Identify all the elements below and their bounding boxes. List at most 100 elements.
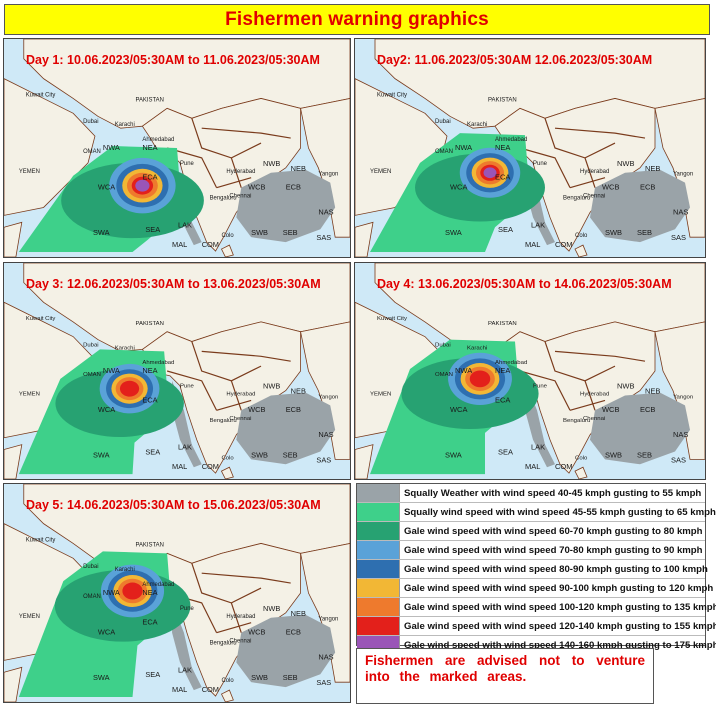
map-label-eca: ECA xyxy=(495,395,510,404)
legend-swatch xyxy=(357,541,400,559)
map-label-yangon: Yangon xyxy=(318,395,338,401)
map-label-pakistan: PAKISTAN xyxy=(488,321,517,327)
land-mass xyxy=(4,221,23,257)
map-label-dubai: Dubai xyxy=(435,119,451,125)
map-label-pakistan: PAKISTAN xyxy=(135,97,163,103)
legend-text: Gale wind speed with wind speed 120-140 … xyxy=(404,620,716,632)
map-label-nea: NEA xyxy=(142,588,157,597)
state-boundary xyxy=(191,341,262,382)
legend-swatch xyxy=(357,617,400,635)
land-mass xyxy=(654,98,705,238)
map-label-wca: WCA xyxy=(98,183,115,192)
map-panel-day-4: NWA NEA WCA ECA SWA SEA LAK MAL COM NWB NEB WCB ECB S… xyxy=(354,262,706,480)
map-label-eca: ECA xyxy=(142,173,157,182)
map-label-seb: SEB xyxy=(283,228,298,237)
land-mass xyxy=(574,244,588,257)
state-boundary xyxy=(230,602,242,633)
map-label-oman: OMAN xyxy=(435,149,453,155)
map-label-com: COM xyxy=(202,240,219,249)
land-mass xyxy=(355,221,374,257)
map-label-nea: NEA xyxy=(142,143,157,152)
map-label-colombo: Colo xyxy=(221,455,234,461)
map-label-chennai: Chennai xyxy=(229,639,251,645)
map-label-mal: MAL xyxy=(172,462,187,471)
map-panel-day-3: NWA NEA WCA ECA SWA SEA LAK MAL COM NWB NEB WCB ECB S… xyxy=(3,262,351,480)
day-4-label: Day 4: 13.06.2023/05:30AM to 14.06.2023/… xyxy=(377,277,672,291)
map-svg: NWA NEA WCA ECA SWA SEA LAK MAL COM NWB NEB WCB ECB S… xyxy=(4,484,350,702)
map-label-yangon: Yangon xyxy=(673,395,693,401)
state-boundary xyxy=(519,147,571,188)
legend-text: Squally Weather with wind speed 40-45 km… xyxy=(404,487,702,499)
map-label-lak: LAK xyxy=(531,443,545,452)
map-label-nwb: NWB xyxy=(263,159,280,168)
squally-area-bay-of-bengal xyxy=(590,392,690,465)
legend-item: Gale wind speed with wind speed 100-120 … xyxy=(357,598,716,617)
state-boundary xyxy=(569,177,606,189)
map-label-seb: SEB xyxy=(637,450,652,459)
map-label-kuwait: Kuwait City xyxy=(26,316,56,322)
state-boundary xyxy=(166,370,218,411)
state-boundary xyxy=(519,370,571,411)
map-label-colombo: Colo xyxy=(221,233,234,239)
map-label-pune: Pune xyxy=(533,161,548,167)
land-mass xyxy=(300,321,350,460)
map-label-dubai: Dubai xyxy=(83,119,98,125)
map-label-yemen: YEMEN xyxy=(19,614,40,620)
map-label-dubai: Dubai xyxy=(83,564,98,570)
map-label-hyderabad: Hyderabad xyxy=(226,392,255,398)
map-label-karachi: Karachi xyxy=(115,122,135,128)
legend-swatch xyxy=(357,503,400,521)
map-panel-day-2: NWA NEA WCA ECA SWA SEA LAK MAL COM NWB NEB WCB ECB S… xyxy=(354,38,706,258)
map-label-neb: NEB xyxy=(645,164,660,173)
map-label-com: COM xyxy=(555,240,572,249)
map-label-swa: SWA xyxy=(445,228,462,237)
squally-area-bay-of-bengal xyxy=(236,392,336,465)
map-label-bengaluru: Bengaluru xyxy=(563,418,590,424)
title-bar: Fishermen warning graphics xyxy=(4,4,710,35)
map-label-ecb: ECB xyxy=(286,183,301,192)
map-label-mal: MAL xyxy=(172,685,187,694)
map-label-bengaluru: Bengaluru xyxy=(210,196,237,202)
map-label-sea: SEA xyxy=(498,448,513,457)
state-boundary xyxy=(554,127,646,139)
map-label-oman: OMAN xyxy=(83,149,101,155)
map-label-hyderabad: Hyderabad xyxy=(580,392,609,398)
map-label-wca: WCA xyxy=(450,405,468,414)
legend: Squally Weather with wind speed 40-45 km… xyxy=(356,483,716,654)
map-label-kuwait: Kuwait City xyxy=(26,92,56,98)
map-svg: NWA NEA WCA ECA SWA SEA LAK MAL COM NWB NEB WCB ECB S… xyxy=(4,263,350,479)
legend-text: Gale wind speed with wind speed 100-120 … xyxy=(404,601,716,613)
map-label-pune: Pune xyxy=(180,161,195,167)
map-label-nwa: NWA xyxy=(103,588,120,597)
wind-zone-gale_120_140 xyxy=(469,370,491,388)
map-label-pune: Pune xyxy=(533,384,548,390)
state-boundary xyxy=(216,177,252,189)
map-label-ahmedabad: Ahmedabad xyxy=(142,137,174,143)
map-label-neb: NEB xyxy=(645,387,660,396)
map-panel-day-5: NWA NEA WCA ECA SWA SEA LAK MAL COM NWB NEB WCB ECB S… xyxy=(3,483,351,703)
map-label-ecb: ECB xyxy=(286,628,301,637)
map-label-kuwait: Kuwait City xyxy=(26,537,56,543)
map-label-nas: NAS xyxy=(318,207,333,216)
map-label-yangon: Yangon xyxy=(673,172,693,178)
map-label-neb: NEB xyxy=(291,387,306,396)
land-mass xyxy=(300,98,350,238)
map-label-sas: SAS xyxy=(316,455,331,464)
map-label-ecb: ECB xyxy=(640,405,655,414)
map-label-ahmedabad: Ahmedabad xyxy=(495,137,527,143)
land-mass xyxy=(300,543,350,683)
map-label-seb: SEB xyxy=(637,228,652,237)
state-boundary xyxy=(584,157,596,188)
state-boundary xyxy=(216,399,252,411)
state-boundary xyxy=(544,341,616,382)
map-label-yemen: YEMEN xyxy=(370,392,391,398)
map-label-mal: MAL xyxy=(525,240,540,249)
map-label-ahmedabad: Ahmedabad xyxy=(142,582,174,588)
state-boundary xyxy=(166,147,218,188)
map-label-pakistan: PAKISTAN xyxy=(135,542,163,548)
map-label-nas: NAS xyxy=(673,207,688,216)
map-label-pune: Pune xyxy=(180,606,195,612)
map-label-kuwait: Kuwait City xyxy=(377,92,407,98)
map-label-dubai: Dubai xyxy=(83,342,98,348)
map-label-swb: SWB xyxy=(251,450,268,459)
